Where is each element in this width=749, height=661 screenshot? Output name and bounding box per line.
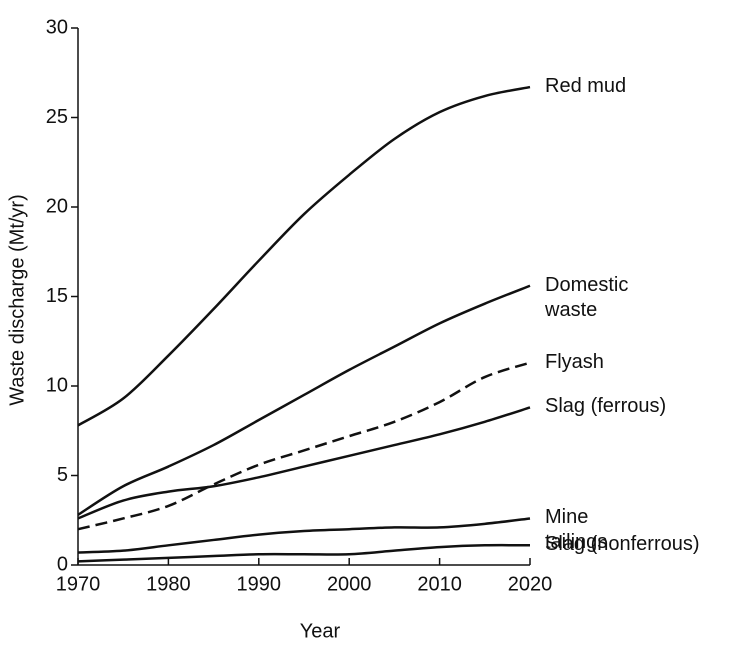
series-line	[77, 284, 531, 516]
y-tick-label: 10	[46, 374, 68, 396]
y-tick-label: 30	[46, 16, 68, 38]
y-tick-label: 20	[46, 195, 68, 217]
series-label: Mine tailings	[545, 506, 608, 554]
y-tick-label: 25	[46, 106, 68, 128]
x-tick-label: 2000	[327, 573, 372, 595]
series-label: Red mud	[545, 75, 627, 98]
x-tick-label: 2010	[417, 573, 462, 595]
y-tick-label: 0	[57, 553, 68, 575]
y-tick-label: 5	[57, 464, 68, 486]
x-tick-label: 2020	[508, 573, 553, 595]
x-tick-label: 1970	[56, 573, 101, 595]
series-line	[77, 85, 531, 427]
y-axis-label: Waste discharge (Mt/yr)	[6, 194, 28, 406]
series-line	[77, 543, 531, 563]
series-label: Slag (nonferrous)	[545, 533, 700, 556]
x-axis-label: Year	[300, 620, 341, 642]
y-tick-label: 15	[46, 285, 68, 307]
series-label: Slag (ferrous)	[545, 395, 667, 418]
series-line	[77, 406, 531, 520]
series-label: Flyash	[545, 350, 604, 373]
series-line	[77, 517, 531, 554]
series-label: Domestic waste	[545, 273, 629, 321]
x-tick-label: 1980	[146, 573, 191, 595]
x-tick-label: 1990	[237, 573, 282, 595]
series-line	[77, 361, 531, 531]
